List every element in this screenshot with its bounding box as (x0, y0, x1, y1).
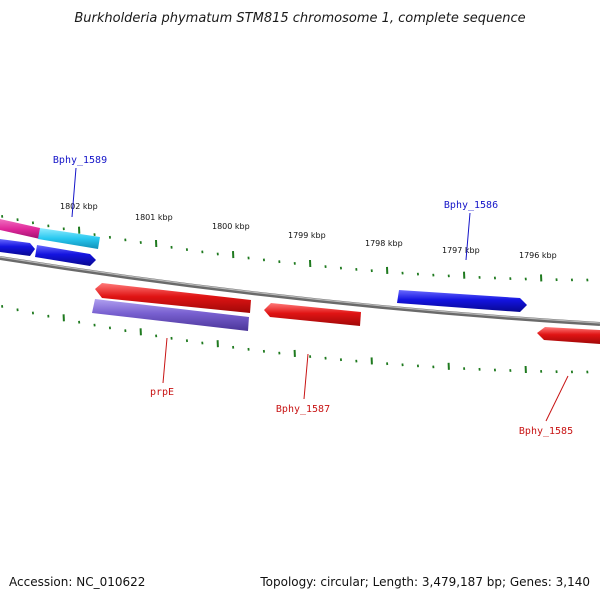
forward-gene-3[interactable] (0, 239, 35, 256)
forward-tick-row (1, 214, 589, 282)
label-leaders (71, 167, 569, 422)
gene-label-bphy-1585[interactable]: Bphy_1585 (519, 426, 573, 437)
reverse-tick-row (1, 304, 589, 374)
ruler-label-1801: 1801 kbp (135, 213, 173, 222)
sequence-summary-text: Topology: circular; Length: 3,479,187 bp… (259, 575, 590, 589)
gene-labels: Bphy_1589 Bphy_1586 prpE Bphy_1587 Bphy_… (53, 155, 573, 437)
forward-gene-5[interactable] (397, 290, 527, 312)
reverse-strand-genes (92, 283, 600, 344)
chromosome-backbone (0, 256, 600, 326)
ruler-label-1797: 1797 kbp (442, 246, 480, 255)
ruler-label-1802: 1802 kbp (60, 202, 98, 211)
accession-text: Accession: NC_010622 (9, 575, 145, 589)
gene-label-bphy-1589[interactable]: Bphy_1589 (53, 155, 107, 166)
ruler-labels: 1802 kbp 1801 kbp 1800 kbp 1799 kbp 1798… (60, 202, 557, 260)
ruler-label-1800: 1800 kbp (212, 222, 250, 231)
forward-gene-1[interactable] (0, 219, 40, 239)
reverse-gene-4[interactable] (537, 327, 600, 344)
reverse-gene-2[interactable] (92, 299, 249, 331)
ruler-label-1796: 1796 kbp (519, 251, 557, 260)
map-title: Burkholderia phymatum STM815 chromosome … (74, 11, 525, 26)
forward-gene-2[interactable] (38, 228, 100, 249)
ruler-label-1798: 1798 kbp (365, 239, 403, 248)
leader-prpe (162, 337, 168, 384)
reverse-gene-3[interactable] (264, 303, 361, 326)
gene-label-bphy-1587[interactable]: Bphy_1587 (276, 404, 330, 415)
leader-bphy-1586 (465, 212, 471, 261)
chromosome-backbone-highlight (0, 256, 600, 324)
gene-label-prpe[interactable]: prpE (150, 387, 174, 398)
leader-bphy-1589 (71, 167, 77, 218)
forward-strand-genes (0, 219, 527, 312)
leader-bphy-1587 (303, 353, 309, 400)
leader-bphy-1585 (545, 375, 569, 422)
gene-label-bphy-1586[interactable]: Bphy_1586 (444, 200, 498, 211)
forward-gene-4[interactable] (35, 245, 96, 266)
reverse-gene-1[interactable] (95, 283, 251, 313)
ruler-label-1799: 1799 kbp (288, 231, 326, 240)
